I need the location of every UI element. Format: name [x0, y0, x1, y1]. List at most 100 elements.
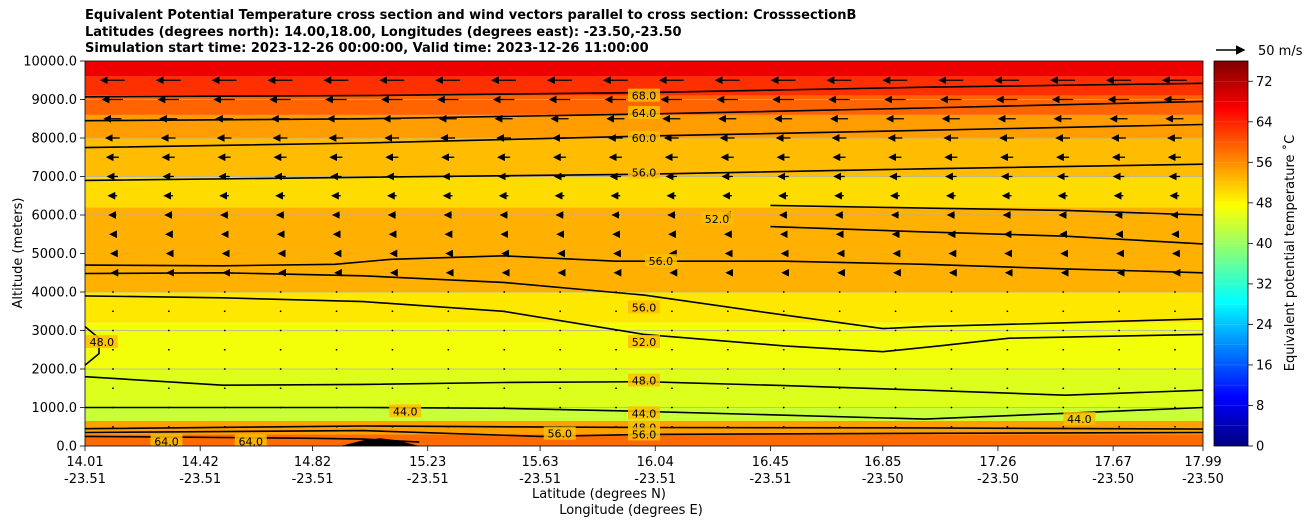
colorbar-gradient [1214, 61, 1248, 446]
wind-vector-373 [838, 425, 841, 428]
wind-vector-279 [1174, 329, 1176, 332]
wind-vector-233 [838, 291, 841, 293]
wind-vector-226 [447, 291, 450, 293]
wind-vector-323 [279, 387, 282, 390]
wind-vector-238 [1118, 291, 1121, 293]
x-tick-lon-8: -23.50 [977, 472, 1019, 487]
colorbar-tick-label-0: 0 [1256, 440, 1264, 455]
wind-vector-317 [1062, 368, 1065, 370]
x-tick-lat-4: 15.63 [521, 455, 558, 470]
colorbar-tick-label-4: 32 [1256, 277, 1273, 292]
wind-vector-262 [223, 329, 226, 332]
contour-label-bg-17 [85, 335, 118, 349]
wind-vector-301 [167, 368, 170, 370]
wind-vector-352 [782, 406, 785, 409]
contour-label-bg-0 [628, 88, 660, 102]
wind-vector-270 [671, 329, 673, 332]
colorbar-label: Equivalent potential temperature ˚C [1282, 135, 1298, 371]
wind-vector-256 [1006, 310, 1009, 313]
wind-vector-259 [1174, 310, 1176, 313]
wind-vector-349 [615, 406, 617, 409]
wind-vector-351 [726, 406, 729, 409]
title-line-3: Simulation start time: 2023-12-26 00:00:… [85, 41, 649, 56]
wind-vector-293 [838, 348, 841, 351]
colorbar-frame [1213, 60, 1249, 447]
fill-band-11 [85, 76, 1203, 96]
wind-vector-342 [223, 406, 226, 409]
wind-vector-346 [447, 406, 450, 409]
wind-vector-335 [950, 387, 953, 390]
wind-vectors [99, 76, 1187, 428]
contour-line-6 [85, 254, 1203, 274]
y-tick-label-2: 2000.0 [32, 363, 78, 378]
colorbar-tick-label-9: 72 [1256, 75, 1273, 90]
wind-vector-260 [112, 329, 114, 332]
wind-vector-322 [223, 387, 226, 390]
wind-key: 50 m/s [1216, 44, 1303, 59]
wind-vector-266 [447, 329, 450, 332]
wind-vector-280 [112, 348, 114, 351]
wind-vector-290 [671, 348, 673, 351]
wind-vector-227 [503, 291, 506, 293]
x-tick-lon-7: -23.50 [862, 472, 904, 487]
y-tick-label-5: 5000.0 [32, 247, 78, 262]
chart-title: Equivalent Potential Temperature cross s… [85, 8, 856, 58]
x-tick-lat-8: 17.26 [979, 455, 1016, 470]
wind-vector-359 [1174, 406, 1176, 409]
contour-label-5: 56.0 [649, 255, 674, 268]
wind-vector-243 [279, 310, 282, 313]
contour-label-15: 44.0 [393, 405, 418, 418]
wind-vector-350 [671, 406, 673, 409]
wind-vector-285 [391, 348, 394, 351]
y-tick-label-9: 9000.0 [32, 93, 78, 108]
contour-label-bg-5 [644, 254, 677, 268]
x-tick-lon-9: -23.50 [1092, 472, 1134, 487]
contour-label-4: 52.0 [705, 213, 730, 226]
wind-vector-249 [615, 310, 617, 313]
wind-vector-289 [615, 348, 617, 351]
colorbar: 0 8 16 24 32 40 48 56 64 72 [1213, 60, 1273, 455]
wind-vector-377 [1062, 425, 1065, 428]
wind-vector-274 [894, 329, 897, 332]
wind-vector-302 [223, 368, 226, 370]
x-tick-lon-10: -23.50 [1182, 472, 1224, 487]
wind-vector-286 [447, 348, 450, 351]
wind-vector-371 [726, 425, 729, 428]
wind-vector-374 [894, 425, 897, 428]
wind-vector-255 [950, 310, 953, 313]
wind-vector-320 [112, 387, 114, 390]
plot-area: 68.0 64.0 60.0 56.0 52.0 56.0 56.0 52.0 48.0 44.0… [85, 61, 1203, 446]
wind-vector-321 [167, 387, 170, 390]
wind-vector-316 [1006, 368, 1009, 370]
wind-vector-376 [1006, 425, 1009, 428]
contour-label-1: 64.0 [632, 107, 657, 120]
y-tick-label-0: 0.0 [56, 440, 77, 455]
contour-label-bg-9 [628, 406, 660, 420]
wind-vector-236 [1006, 291, 1009, 293]
fill-band-7 [85, 176, 1203, 208]
wind-vector-287 [503, 348, 506, 351]
contour-line-5 [770, 225, 1203, 245]
y-tick-label-4: 4000.0 [32, 286, 78, 301]
wind-vector-310 [671, 368, 673, 370]
wind-vector-271 [726, 329, 729, 332]
wind-vector-246 [447, 310, 450, 313]
wind-vector-300 [112, 368, 114, 370]
wind-vector-357 [1062, 406, 1065, 409]
wind-vector-334 [894, 387, 897, 390]
contour-label-bg-16 [1063, 412, 1096, 426]
wind-vector-225 [391, 291, 394, 293]
x-tick-lon-0: -23.51 [64, 472, 106, 487]
wind-vector-220 [112, 291, 114, 293]
y-tick-label-7: 7000.0 [32, 170, 78, 185]
fill-band-12 [85, 61, 1203, 77]
wind-vector-306 [447, 368, 450, 370]
wind-vector-365 [391, 425, 394, 428]
wind-vector-234 [894, 291, 897, 293]
wind-vector-237 [1062, 291, 1065, 293]
wind-vector-327 [503, 387, 506, 390]
wind-vector-244 [335, 310, 338, 313]
fill-band-9 [85, 114, 1203, 138]
x-tick-lat-3: 15.23 [409, 455, 446, 470]
title-line-1: Equivalent Potential Temperature cross s… [85, 8, 857, 23]
